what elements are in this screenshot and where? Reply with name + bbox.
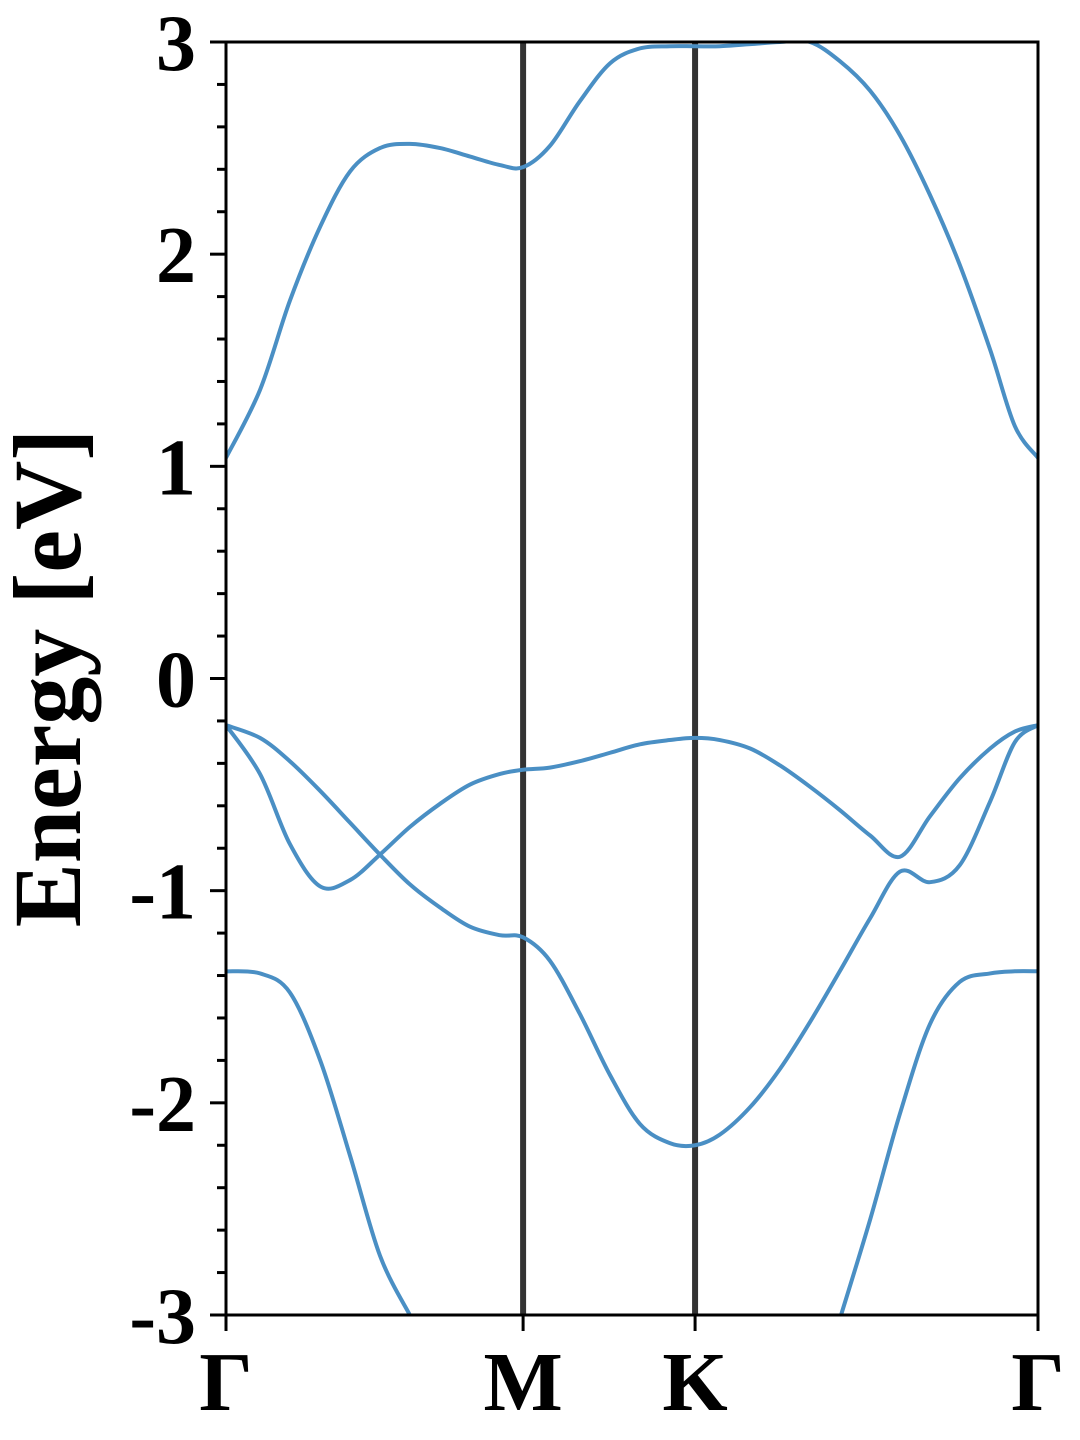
y-tick-label: -3 bbox=[129, 1273, 196, 1361]
band-line bbox=[226, 723, 1038, 891]
y-tick-label: 3 bbox=[156, 0, 196, 88]
y-tick-label: 0 bbox=[156, 637, 196, 725]
y-axis-label: Energy [eV] bbox=[0, 429, 101, 928]
y-tick-label: -2 bbox=[129, 1061, 196, 1149]
x-tick-label: Γ bbox=[199, 1336, 252, 1429]
band-line bbox=[226, 42, 1038, 460]
x-tick-label: K bbox=[662, 1336, 727, 1429]
y-tick-label: 2 bbox=[156, 212, 196, 300]
band-line bbox=[226, 723, 1038, 1149]
plot-frame bbox=[224, 40, 1040, 1317]
y-tick-label: 1 bbox=[156, 424, 196, 512]
band-line bbox=[226, 969, 1038, 1315]
x-tick-label: M bbox=[483, 1336, 562, 1429]
y-tick-label: -1 bbox=[129, 849, 196, 937]
x-tick-label: Γ bbox=[1011, 1336, 1064, 1429]
